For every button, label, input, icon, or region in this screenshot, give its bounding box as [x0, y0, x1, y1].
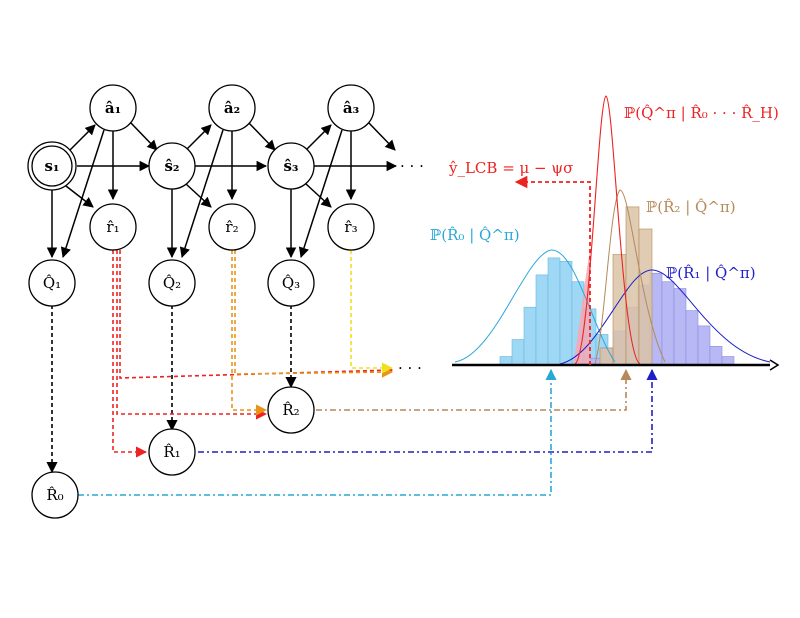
dist-R1-label: ℙ(R̂₁ | Q̂^π) — [666, 264, 756, 282]
curve-R2 — [594, 189, 666, 365]
node-r1-label: r̂₁ — [106, 218, 119, 236]
edge-a3-Q3 — [298, 129, 343, 258]
edge-a1-s2 — [129, 121, 158, 151]
hist-bar-R0-4 — [547, 257, 561, 366]
node-a2-label: â₂ — [224, 99, 240, 117]
node-Q1-label: Q̂₁ — [43, 274, 61, 292]
node-R2: R̂₂ — [267, 386, 315, 434]
node-s2: ŝ₂ — [148, 142, 196, 190]
link-r1-R1 — [112, 250, 148, 458]
value-axis-arrowhead — [769, 359, 780, 371]
dashed-links — [46, 250, 658, 496]
dist-R2-label: ℙ(R̂₂ | Q̂^π) — [646, 198, 736, 216]
hist-bar-R1-6 — [661, 281, 675, 366]
node-s3-label: ŝ₃ — [283, 157, 298, 175]
node-Q2: Q̂₂ — [148, 259, 196, 307]
link-r1-R2 — [116, 250, 268, 420]
edge-a3-next — [367, 121, 396, 151]
edge-a2-Q2 — [179, 129, 224, 258]
hist-bar-R1-11 — [721, 356, 735, 366]
link-R2-hist — [316, 368, 632, 411]
hist-bar-R1-10 — [709, 345, 723, 366]
node-a1-label: â₁ — [105, 99, 121, 117]
node-s1-label: s₁ — [44, 157, 59, 175]
node-a2: â₂ — [208, 84, 256, 132]
node-R0-label: R̂₀ — [46, 486, 63, 504]
curve-full-posterior — [574, 95, 641, 365]
node-r3-label: r̂₃ — [344, 218, 357, 236]
node-Q3-label: Q̂₃ — [282, 274, 300, 292]
node-s1: s₁ — [27, 141, 77, 191]
node-s3: ŝ₃ — [267, 142, 315, 190]
hist-bar-R0-3 — [535, 274, 549, 366]
node-Q3: Q̂₃ — [267, 259, 315, 307]
link-r2-R2 — [231, 250, 268, 416]
graph-nodes: s₁ â₁ r̂₁ Q̂₁ R̂₀ R̂₁ ŝ₂ â₂ — [27, 84, 375, 519]
histogram-R0 — [499, 257, 609, 366]
link-R0-hist — [78, 368, 557, 496]
ellipsis-state: · · · — [400, 157, 424, 175]
dist-R0-label: ℙ(R̂₀ | Q̂^π) — [430, 226, 520, 244]
node-r2-label: r̂₂ — [225, 218, 238, 236]
distribution-chart — [452, 95, 780, 371]
node-a3: â₃ — [327, 84, 375, 132]
hist-bar-R2-1 — [612, 254, 627, 366]
lcb-marker — [514, 175, 591, 365]
node-Q2-label: Q̂₂ — [163, 274, 181, 292]
hist-bar-R0-1 — [511, 339, 525, 366]
node-R2-label: R̂₂ — [282, 401, 299, 419]
edge-s3-a3 — [305, 124, 332, 151]
hist-bar-R1-9 — [697, 325, 711, 366]
curve-R1 — [559, 269, 771, 365]
node-R1-label: R̂₁ — [163, 443, 180, 461]
link-r2-next — [234, 250, 394, 378]
node-r1: r̂₁ — [89, 203, 137, 251]
node-a3-label: â₃ — [343, 99, 359, 117]
node-a1: â₁ — [89, 84, 137, 132]
hist-bar-R1-8 — [685, 310, 699, 366]
edge-a1-Q1 — [60, 129, 105, 258]
link-r3-next — [350, 250, 394, 374]
lcb-shaded-area — [573, 250, 590, 365]
edge-s2-r2 — [185, 183, 212, 208]
dist-full-label: ℙ(Q̂^π | R̂₀ · · · R̂_H) — [624, 104, 779, 122]
curve-R0 — [454, 249, 616, 363]
hist-bar-R1-7 — [673, 288, 687, 366]
ellipsis-reward: · · · — [398, 359, 422, 377]
lcb-label: ŷ_LCB = μ − ψσ — [448, 159, 573, 177]
edge-a2-s3 — [247, 121, 276, 151]
hist-bar-R0-5 — [559, 260, 573, 366]
hist-bar-R0-2 — [523, 306, 537, 366]
node-r2: r̂₂ — [208, 203, 256, 251]
node-R0: R̂₀ — [31, 471, 79, 519]
link-R1-hist — [198, 368, 658, 453]
hist-bar-R0-0 — [499, 356, 513, 366]
node-R1: R̂₁ — [148, 428, 196, 476]
node-r3: r̂₃ — [327, 203, 375, 251]
node-s2-label: ŝ₂ — [164, 157, 179, 175]
edge-s1-a1 — [69, 124, 96, 151]
edge-s1-r1 — [65, 185, 94, 208]
graph-edges — [46, 121, 398, 259]
edge-s2-a2 — [185, 124, 212, 151]
node-Q1: Q̂₁ — [28, 259, 76, 307]
edge-s3-r3 — [305, 183, 332, 208]
